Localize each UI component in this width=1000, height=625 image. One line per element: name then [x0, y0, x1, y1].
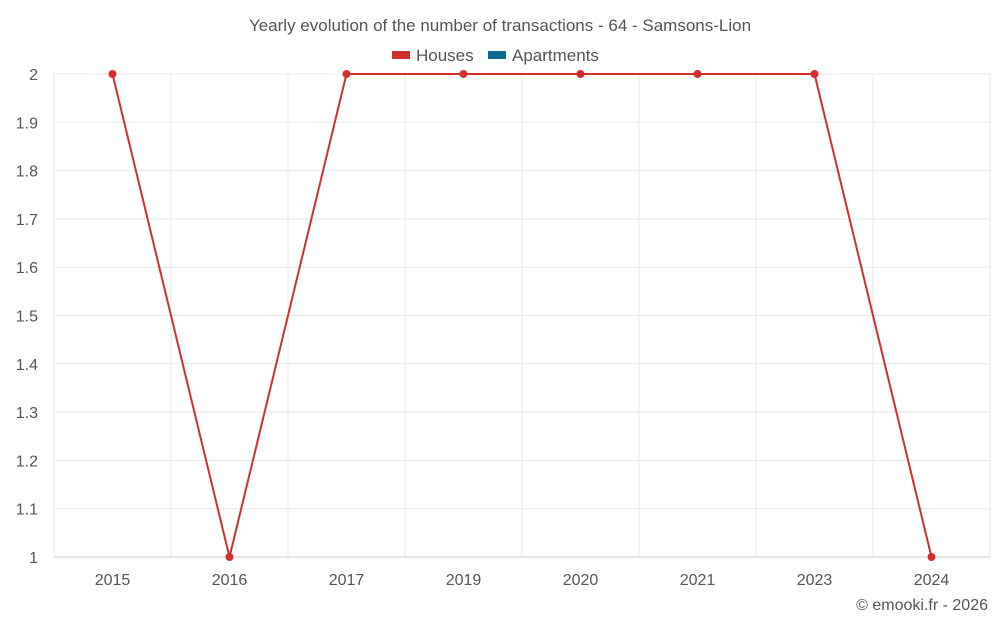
x-tick-label: 2019 — [446, 572, 482, 589]
y-tick-label: 1.2 — [16, 453, 38, 470]
y-tick-label: 1.3 — [16, 405, 38, 422]
y-tick-label: 1.6 — [16, 260, 38, 277]
chart-title: Yearly evolution of the number of transa… — [249, 16, 751, 35]
legend-swatch-apartments — [488, 51, 506, 59]
x-tick-label: 2023 — [797, 572, 833, 589]
data-point[interactable] — [459, 70, 468, 78]
legend: Houses Apartments — [392, 46, 599, 65]
data-point[interactable] — [108, 70, 117, 78]
legend-item-houses[interactable]: Houses — [392, 46, 474, 65]
x-axis-ticks: 2015 2016 2017 2019 2020 2021 2023 2024 — [95, 572, 950, 589]
x-tick-label: 2017 — [329, 572, 365, 589]
y-tick-label: 1 — [29, 550, 38, 567]
x-tick-label: 2015 — [95, 572, 131, 589]
grid — [53, 73, 991, 558]
legend-label-houses: Houses — [416, 46, 474, 65]
y-tick-label: 1.4 — [16, 357, 38, 374]
legend-swatch-houses — [392, 51, 410, 59]
data-point[interactable] — [225, 553, 234, 561]
x-tick-label: 2020 — [563, 572, 599, 589]
y-axis-ticks: 1 1.1 1.2 1.3 1.4 1.5 1.6 1.7 1.8 1.9 2 — [16, 67, 38, 567]
x-tick-label: 2024 — [914, 572, 950, 589]
y-tick-label: 1.9 — [16, 115, 38, 132]
series-houses — [108, 70, 936, 561]
credit-text: © emooki.fr - 2026 — [856, 597, 988, 614]
data-point[interactable] — [693, 70, 702, 78]
y-tick-label: 1.5 — [16, 309, 38, 326]
series-line-houses — [111, 73, 933, 558]
legend-item-apartments[interactable]: Apartments — [488, 46, 599, 65]
data-point[interactable] — [576, 70, 585, 78]
x-tick-label: 2021 — [680, 572, 716, 589]
y-tick-label: 2 — [29, 67, 38, 84]
y-tick-label: 1.8 — [16, 164, 38, 181]
y-tick-label: 1.7 — [16, 212, 38, 229]
x-tick-label: 2016 — [212, 572, 248, 589]
data-point[interactable] — [342, 70, 351, 78]
legend-label-apartments: Apartments — [512, 46, 599, 65]
y-tick-label: 1.1 — [16, 502, 38, 519]
data-point[interactable] — [810, 70, 819, 78]
data-point[interactable] — [927, 553, 936, 561]
